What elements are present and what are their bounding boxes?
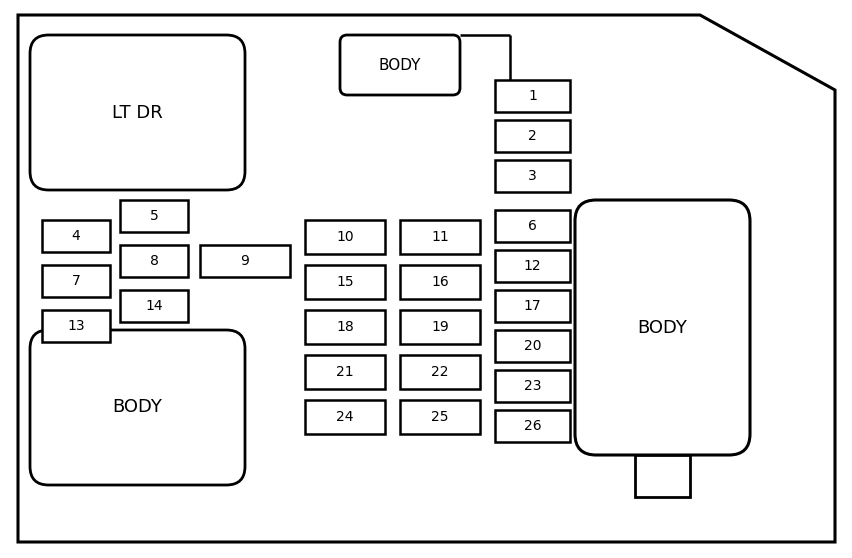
Text: 17: 17 [523, 299, 541, 313]
Bar [400, 265, 480, 299]
Text: 4: 4 [72, 229, 80, 243]
Text: 19: 19 [430, 320, 448, 334]
Polygon shape [18, 15, 834, 542]
Text: 9: 9 [240, 254, 249, 268]
Bar [494, 290, 569, 322]
Bar [400, 310, 480, 344]
FancyBboxPatch shape [574, 200, 749, 455]
Text: 24: 24 [336, 410, 354, 424]
Text: 6: 6 [527, 219, 536, 233]
Bar [305, 355, 384, 389]
Text: 3: 3 [527, 169, 536, 183]
Bar [120, 200, 187, 232]
Bar [400, 400, 480, 434]
Bar [634, 455, 689, 497]
FancyBboxPatch shape [340, 35, 459, 95]
Bar [400, 355, 480, 389]
Text: 21: 21 [336, 365, 354, 379]
Text: 5: 5 [149, 209, 158, 223]
Bar [120, 245, 187, 277]
Text: 23: 23 [523, 379, 541, 393]
Text: 1: 1 [527, 89, 536, 103]
FancyBboxPatch shape [30, 35, 245, 190]
Bar [494, 250, 569, 282]
Text: 14: 14 [145, 299, 163, 313]
Bar [494, 410, 569, 442]
Text: 16: 16 [430, 275, 448, 289]
Text: 8: 8 [149, 254, 158, 268]
Text: 20: 20 [523, 339, 541, 353]
Bar [305, 265, 384, 299]
Bar [199, 245, 290, 277]
Text: 15: 15 [336, 275, 354, 289]
Text: 11: 11 [430, 230, 448, 244]
Bar [494, 120, 569, 152]
Bar [305, 310, 384, 344]
Bar [120, 290, 187, 322]
Bar [494, 330, 569, 362]
Text: 18: 18 [336, 320, 354, 334]
Bar [42, 265, 110, 297]
Text: 26: 26 [523, 419, 541, 433]
Text: 12: 12 [523, 259, 541, 273]
Text: 10: 10 [336, 230, 354, 244]
Text: 22: 22 [431, 365, 448, 379]
Bar [494, 80, 569, 112]
Bar [305, 400, 384, 434]
Bar [494, 370, 569, 402]
Text: 7: 7 [72, 274, 80, 288]
Text: 13: 13 [67, 319, 84, 333]
Text: 2: 2 [527, 129, 536, 143]
Bar [494, 160, 569, 192]
Text: BODY: BODY [636, 319, 687, 336]
FancyBboxPatch shape [30, 330, 245, 485]
Text: BODY: BODY [112, 398, 162, 416]
Bar [400, 220, 480, 254]
Text: LT DR: LT DR [112, 103, 163, 122]
Bar [42, 310, 110, 342]
Bar [305, 220, 384, 254]
Text: BODY: BODY [378, 57, 421, 73]
Bar [494, 210, 569, 242]
Text: 25: 25 [431, 410, 448, 424]
Bar [42, 220, 110, 252]
